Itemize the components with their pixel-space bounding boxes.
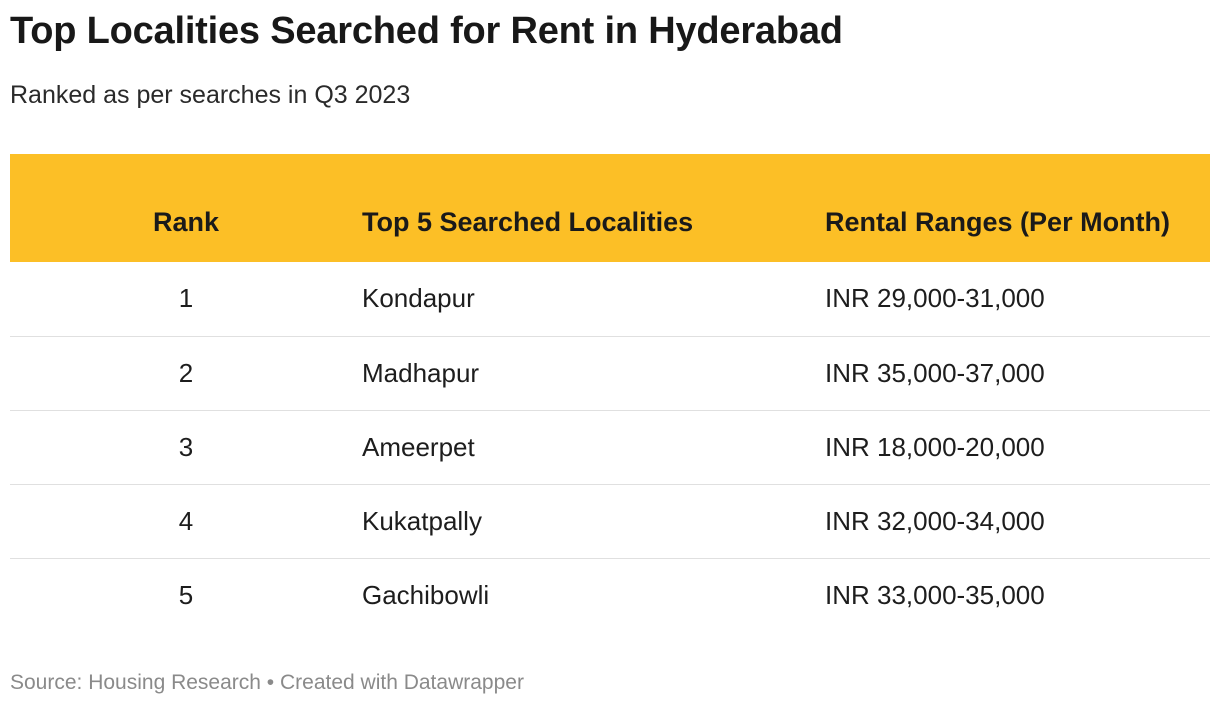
rank-cell: 1 [178,283,194,314]
table-row: 5 Gachibowli INR 33,000-35,000 [10,558,1210,632]
table-row: 2 Madhapur INR 35,000-37,000 [10,336,1210,410]
locality-cell: Kondapur [362,283,475,314]
rental-range-cell: INR 29,000-31,000 [825,283,1045,314]
table-header: Rank Top 5 Searched Localities Rental Ra… [10,154,1210,262]
rank-cell: 4 [178,505,194,536]
page-subtitle: Ranked as per searches in Q3 2023 [10,81,411,109]
rental-range-cell: INR 32,000-34,000 [825,505,1045,536]
column-header-locality: Top 5 Searched Localities [362,207,694,237]
rental-range-cell: INR 33,000-35,000 [825,579,1045,610]
rental-range-cell: INR 18,000-20,000 [825,431,1045,462]
column-header-rental-range: Rental Ranges (Per Month) [825,207,1171,237]
rank-cell: 3 [178,431,194,462]
rental-range-cell: INR 35,000-37,000 [825,357,1045,388]
locality-cell: Madhapur [362,357,480,388]
table-body: 1 Kondapur INR 29,000-31,000 2 Madhapur … [10,262,1210,632]
localities-table: Rank Top 5 Searched Localities Rental Ra… [10,154,1210,632]
locality-cell: Kukatpally [362,505,482,536]
table-row: 3 Ameerpet INR 18,000-20,000 [10,410,1210,484]
source-footer: Source: Housing Research • Created with … [10,671,524,694]
table-row: 4 Kukatpally INR 32,000-34,000 [10,484,1210,558]
column-header-rank: Rank [152,207,220,237]
page-title: Top Localities Searched for Rent in Hyde… [10,10,843,52]
rank-cell: 5 [178,579,194,610]
table-header-row: Rank Top 5 Searched Localities Rental Ra… [10,154,1210,262]
table-row: 1 Kondapur INR 29,000-31,000 [10,262,1210,336]
locality-cell: Ameerpet [362,431,475,462]
rank-cell: 2 [178,357,194,388]
locality-cell: Gachibowli [362,579,490,610]
